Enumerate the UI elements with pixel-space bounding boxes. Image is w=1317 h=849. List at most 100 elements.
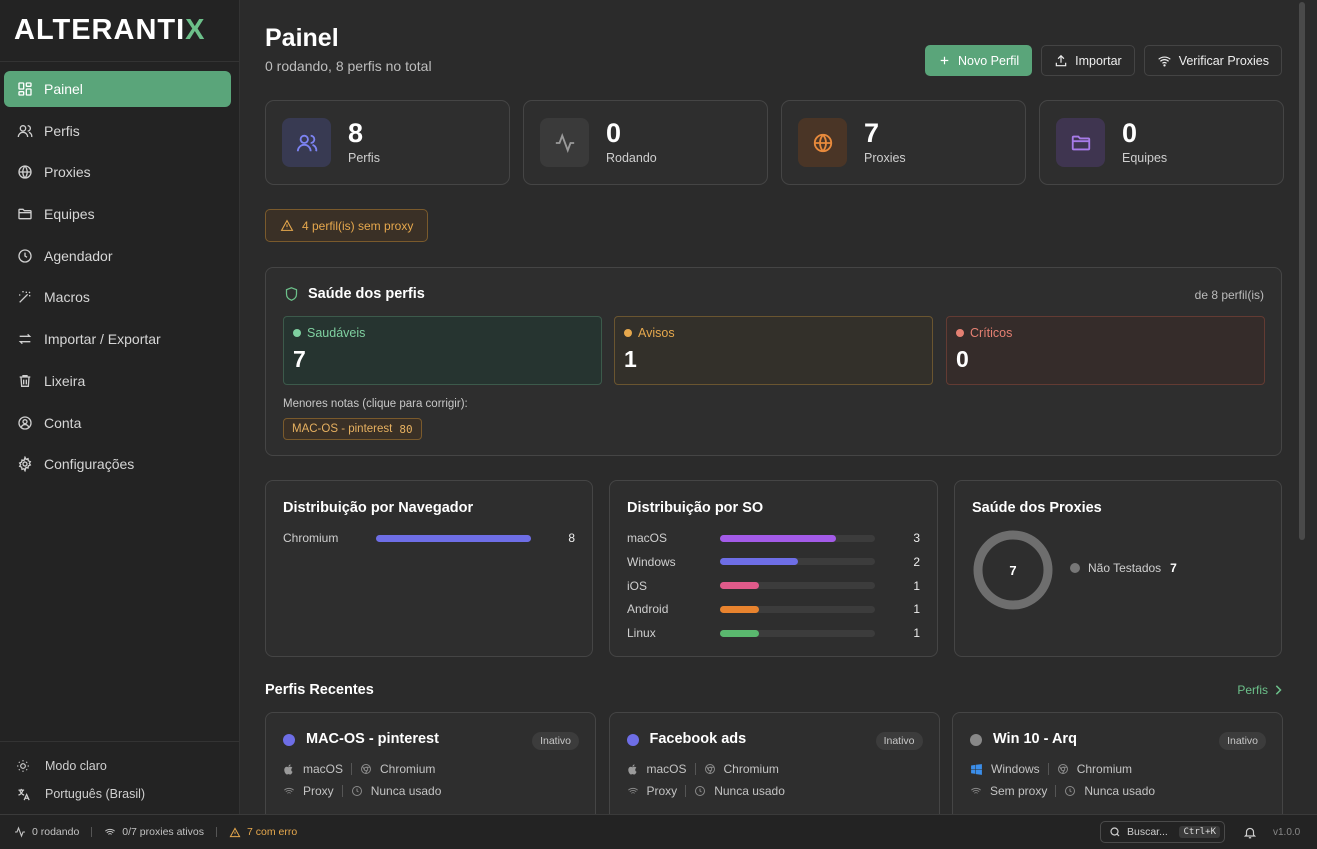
status-errors-text: 7 com erro bbox=[247, 826, 298, 838]
stat-value: 0 bbox=[1122, 118, 1138, 148]
grid-icon bbox=[16, 80, 34, 98]
status-running-text: 0 rodando bbox=[32, 826, 80, 838]
app-version: v1.0.0 bbox=[1273, 827, 1301, 838]
new-profile-button[interactable]: Novo Perfil bbox=[925, 45, 1033, 76]
folder-icon bbox=[16, 205, 34, 223]
profile-proxy: Proxy bbox=[646, 784, 678, 798]
chromium-icon bbox=[1057, 763, 1069, 775]
language-selector[interactable]: Português (Brasil) bbox=[0, 780, 240, 808]
stat-card-rodando[interactable]: 0 Rodando bbox=[523, 100, 768, 185]
healthy-box[interactable]: Saudáveis 7 bbox=[283, 316, 602, 385]
bar-row-android: Android 1 bbox=[627, 602, 920, 616]
stat-label: Rodando bbox=[606, 151, 657, 165]
wifi-icon bbox=[283, 786, 295, 797]
profile-health-title: Saúde dos perfis bbox=[284, 286, 425, 302]
sun-icon bbox=[16, 759, 32, 773]
stat-label: Perfis bbox=[348, 151, 380, 165]
legend-untested-label: Não Testados bbox=[1088, 561, 1162, 575]
bar-fill bbox=[376, 534, 531, 542]
recent-profile-card[interactable]: MAC-OS - pinterest Inativo macOS Chromiu… bbox=[265, 712, 596, 814]
profile-name: Facebook ads bbox=[649, 731, 747, 747]
language-label: Português (Brasil) bbox=[45, 787, 146, 801]
row-separator bbox=[694, 763, 696, 775]
bell-icon bbox=[1243, 825, 1257, 840]
notifications-button[interactable] bbox=[1243, 825, 1257, 840]
browser-distribution-card: Distribuição por Navegador Chromium 8 bbox=[265, 480, 593, 657]
sidebar-item-agendador[interactable]: Agendador bbox=[4, 238, 231, 274]
bar-label: Android bbox=[627, 602, 669, 617]
recent-profiles-title: Perfis Recentes bbox=[265, 682, 374, 698]
status-proxies: 0/7 proxies ativos bbox=[104, 826, 204, 838]
logo-text: ALTERANTI bbox=[14, 14, 186, 46]
sidebar-item-perfis[interactable]: Perfis bbox=[4, 113, 231, 149]
import-button[interactable]: Importar bbox=[1041, 45, 1135, 76]
theme-toggle[interactable]: Modo claro bbox=[0, 752, 240, 780]
bar-value: 1 bbox=[913, 626, 920, 641]
recent-profile-card[interactable]: Facebook ads Inativo macOS Chromium Prox… bbox=[608, 712, 940, 814]
recent-profile-card[interactable]: Win 10 - Arq Inativo Windows Chromium Se… bbox=[952, 712, 1283, 814]
healthy-value: 7 bbox=[293, 346, 306, 372]
lowest-score-chip[interactable]: MAC-OS - pinterest 80 bbox=[283, 418, 422, 440]
sidebar-item-equipes[interactable]: Equipes bbox=[4, 196, 231, 232]
proxy-health-title: Saúde dos Proxies bbox=[972, 500, 1102, 516]
lowest-score-value: 80 bbox=[399, 422, 413, 436]
no-proxy-warning-text: 4 perfil(is) sem proxy bbox=[302, 218, 414, 233]
sidebar-item-label: Importar / Exportar bbox=[44, 331, 161, 348]
bar-value: 2 bbox=[913, 554, 920, 569]
main-content: Painel 0 rodando, 8 perfis no total Novo… bbox=[241, 0, 1307, 814]
clock-icon bbox=[694, 785, 706, 797]
wifi-icon bbox=[970, 786, 982, 797]
status-proxies-text: 0/7 proxies ativos bbox=[122, 826, 205, 838]
profile-proxy: Sem proxy bbox=[990, 784, 1048, 798]
bar-fill bbox=[720, 629, 759, 637]
status-errors[interactable]: 7 com erro bbox=[229, 826, 297, 838]
sidebar-item-proxies[interactable]: Proxies bbox=[4, 154, 231, 190]
no-proxy-warning[interactable]: 4 perfil(is) sem proxy bbox=[265, 209, 429, 242]
bar-row-chromium: Chromium 8 bbox=[283, 531, 575, 545]
profile-proxy-row: Sem proxy Nunca usado bbox=[970, 784, 1155, 798]
profile-color-dot bbox=[970, 734, 982, 746]
stat-card-perfis[interactable]: 8 Perfis bbox=[265, 100, 510, 185]
sidebar-item-lixeira[interactable]: Lixeira bbox=[4, 363, 231, 399]
search-input[interactable]: Buscar... Ctrl+K bbox=[1100, 821, 1225, 843]
wifi-icon bbox=[627, 786, 639, 797]
warning-icon bbox=[280, 219, 294, 232]
profile-name: MAC-OS - pinterest bbox=[306, 731, 439, 747]
search-shortcut: Ctrl+K bbox=[1179, 826, 1220, 838]
sidebar-nav: Painel Perfis Proxies Equipes Agendador Macro… bbox=[0, 62, 239, 482]
profile-proxy: Proxy bbox=[303, 784, 334, 798]
gear-icon bbox=[16, 455, 34, 473]
warnings-label: Avisos bbox=[638, 326, 675, 340]
bar-value: 1 bbox=[913, 578, 920, 593]
bar-label: Linux bbox=[627, 626, 656, 641]
warnings-box[interactable]: Avisos 1 bbox=[614, 316, 933, 385]
sidebar-item-configuracoes[interactable]: Configurações bbox=[4, 446, 231, 482]
sidebar-item-macros[interactable]: Macros bbox=[4, 279, 231, 315]
users-icon bbox=[16, 122, 34, 140]
status-badge: Inativo bbox=[532, 732, 579, 750]
warnings-dot bbox=[624, 329, 632, 337]
stat-value: 7 bbox=[864, 118, 880, 148]
stat-card-proxies[interactable]: 7 Proxies bbox=[781, 100, 1026, 185]
critical-box[interactable]: Críticos 0 bbox=[946, 316, 1265, 385]
sidebar-item-painel[interactable]: Painel bbox=[4, 71, 231, 107]
stat-card-equipes[interactable]: 0 Equipes bbox=[1039, 100, 1284, 185]
profile-health-title-text: Saúde dos perfis bbox=[308, 286, 425, 302]
os-distribution-card: Distribuição por SO macOS 3 Windows 2 iOS … bbox=[609, 480, 938, 657]
row-separator bbox=[1047, 763, 1049, 775]
sidebar-item-conta[interactable]: Conta bbox=[4, 405, 231, 441]
sidebar-item-label: Agendador bbox=[44, 247, 113, 264]
stat-value: 0 bbox=[606, 118, 622, 148]
bar-value: 8 bbox=[568, 531, 575, 545]
check-proxies-button[interactable]: Verificar Proxies bbox=[1143, 45, 1282, 76]
main-scrollbar[interactable] bbox=[1297, 0, 1307, 814]
main-scrollbar-thumb[interactable] bbox=[1299, 2, 1305, 540]
bar-row-linux: Linux 1 bbox=[627, 626, 920, 640]
legend-untested-dot bbox=[1070, 563, 1080, 573]
recent-profiles-link[interactable]: Perfis bbox=[1237, 683, 1282, 697]
magic-wand-icon bbox=[16, 288, 34, 306]
activity-icon bbox=[540, 118, 589, 167]
sidebar-item-importar-exportar[interactable]: Importar / Exportar bbox=[4, 321, 231, 357]
sidebar-item-label: Proxies bbox=[44, 164, 91, 181]
apple-icon bbox=[627, 763, 639, 776]
